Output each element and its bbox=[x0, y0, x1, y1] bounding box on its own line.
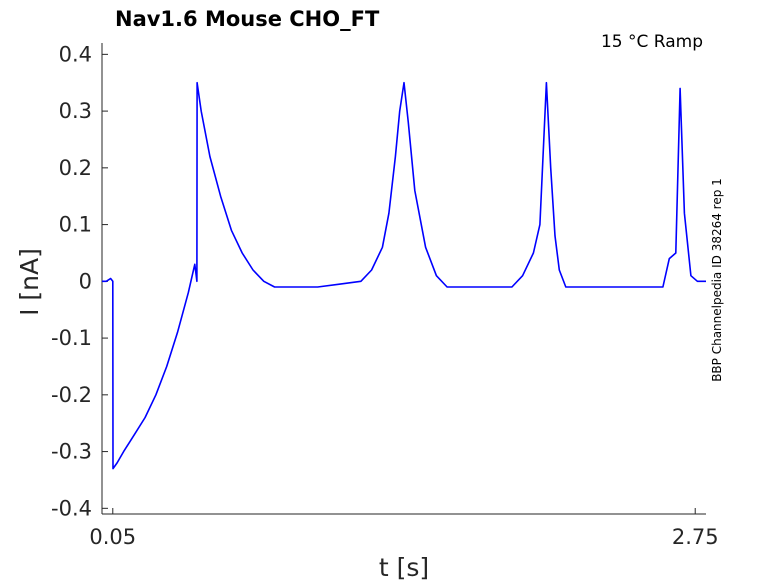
x-axis-label: t [s] bbox=[379, 553, 429, 582]
y-tick-label: 0.1 bbox=[59, 213, 92, 237]
y-axis-label: I [nA] bbox=[15, 248, 44, 316]
axes-layer: 0.4 0.3 0.2 0.1 0 -0.1 -0.2 -0.3 -0.4 0.05 2.75 bbox=[51, 42, 719, 549]
y-tick-label: 0 bbox=[79, 269, 92, 293]
y-tick-label: -0.3 bbox=[51, 440, 92, 464]
chart-title: Nav1.6 Mouse CHO_FT bbox=[115, 7, 380, 31]
series-line-0 bbox=[102, 81, 706, 470]
side-label: BBP Channelpedia ID 38264 rep 1 bbox=[710, 178, 724, 382]
y-tick-label: -0.4 bbox=[51, 496, 92, 520]
trace-layer bbox=[102, 81, 706, 470]
y-tick-label: 0.3 bbox=[59, 99, 92, 123]
x-tick-label: 2.75 bbox=[672, 525, 719, 549]
chart-subtitle: 15 °C Ramp bbox=[601, 32, 703, 52]
y-tick-label: 0.4 bbox=[59, 42, 92, 66]
y-tick-label: -0.1 bbox=[51, 326, 92, 350]
x-tick-label: 0.05 bbox=[89, 525, 136, 549]
y-tick-label: 0.2 bbox=[59, 156, 92, 180]
y-tick-label: -0.2 bbox=[51, 383, 92, 407]
